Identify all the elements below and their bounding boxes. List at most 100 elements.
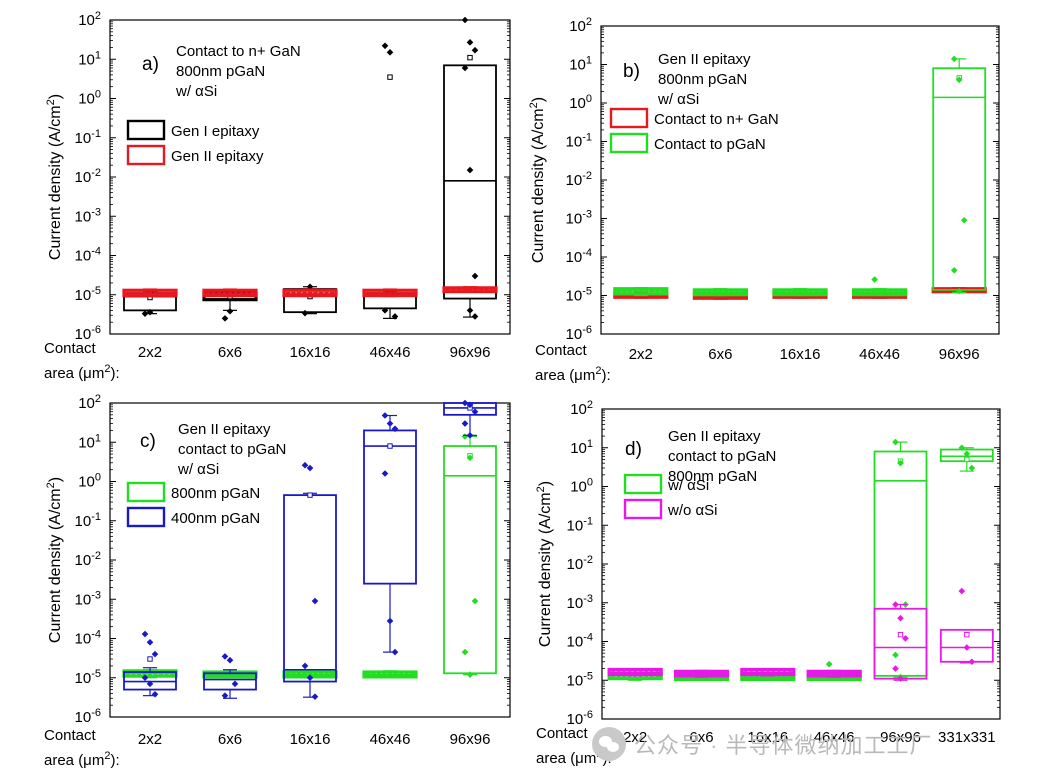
- x-tick-label: 16x16: [290, 731, 331, 748]
- x-tick-label: 2x2: [138, 344, 162, 361]
- data-point: [461, 399, 469, 407]
- y-tick-label: 10-5: [75, 668, 101, 687]
- panel-annotation-line: Gen II epitaxy: [658, 51, 751, 68]
- panel-annotation-line: w/ αSi: [175, 83, 217, 100]
- panel-annotation-line: Gen II epitaxy: [668, 428, 761, 445]
- watermark-text: 公众号 · 半导体微纳加工工厂: [634, 733, 933, 758]
- legend-swatch: [623, 473, 663, 495]
- data-point: [306, 283, 314, 291]
- box-mean-marker: [387, 74, 393, 80]
- series-contact-to-pgan: [613, 55, 987, 297]
- y-tick-label: 102: [78, 10, 101, 29]
- data-point: [311, 597, 319, 605]
- data-point: [381, 42, 389, 50]
- panel-label: c): [140, 431, 156, 452]
- y-tick-label: 10-2: [75, 550, 101, 569]
- legend-swatch: [609, 132, 649, 154]
- y-tick-label: 10-1: [567, 515, 593, 534]
- box-iqr: [363, 429, 417, 585]
- panel-label: b): [623, 61, 640, 82]
- data-point: [897, 614, 904, 622]
- x-tick-label: 6x6: [218, 344, 242, 361]
- panel-annotation-line: contact to pGaN: [668, 448, 776, 465]
- series-400nm-pgan: [123, 399, 497, 700]
- data-point: [958, 587, 966, 595]
- y-axis-label: Current density (A/cm2): [45, 94, 64, 260]
- data-point: [466, 454, 474, 462]
- data-point: [461, 648, 469, 656]
- data-point: [141, 310, 149, 317]
- y-tick-label: 101: [78, 432, 101, 451]
- box-iqr: [873, 450, 928, 677]
- data-point: [226, 307, 234, 315]
- x-tick-label: 6x6: [708, 346, 732, 363]
- data-point: [301, 309, 309, 317]
- y-tick-label: 100: [569, 93, 592, 112]
- box-iqr: [939, 628, 994, 663]
- data-point: [146, 639, 154, 646]
- x-tick-label: 96x96: [880, 729, 921, 746]
- data-point: [391, 313, 399, 320]
- panel-label: d): [625, 439, 642, 460]
- box-iqr: [443, 445, 497, 675]
- data-point: [306, 464, 314, 472]
- y-tick-label: 10-4: [75, 246, 101, 265]
- y-tick-label: 10-3: [75, 206, 101, 225]
- y-tick-label: 10-5: [566, 286, 592, 305]
- data-point: [471, 408, 479, 416]
- x-axis-label-line1: Contact: [535, 342, 588, 359]
- legend-swatch: [126, 481, 166, 503]
- data-point: [306, 674, 314, 682]
- box-mean-marker: [897, 631, 904, 638]
- y-tick-label: 10-4: [75, 629, 101, 648]
- legend-label: Gen II epitaxy: [171, 148, 264, 165]
- legend-swatch: [126, 144, 166, 166]
- y-tick-label: 102: [78, 393, 101, 412]
- data-point: [471, 313, 479, 320]
- data-point: [960, 216, 968, 224]
- data-point: [471, 272, 479, 280]
- y-axis-label: Current density (A/cm2): [45, 477, 64, 643]
- data-point: [871, 276, 878, 283]
- data-point: [466, 39, 474, 46]
- y-tick-label: 10-2: [567, 554, 593, 573]
- y-tick-label: 10-3: [566, 209, 592, 228]
- data-point: [461, 433, 469, 440]
- panel-annotation-line: 800nm pGaN: [668, 468, 757, 485]
- box-mean-marker: [387, 443, 393, 449]
- data-point: [471, 46, 479, 54]
- data-point: [955, 287, 963, 295]
- data-point: [466, 166, 474, 174]
- panel-annotation-line: w/ αSi: [657, 91, 699, 108]
- data-point: [902, 635, 909, 642]
- data-point: [231, 680, 239, 688]
- x-axis-label-line2: area (μm2):: [535, 365, 611, 384]
- y-tick-label: 10-5: [75, 285, 101, 304]
- data-point: [226, 656, 234, 664]
- legend-swatch: [609, 107, 649, 129]
- legend-label: 400nm pGaN: [171, 510, 260, 527]
- y-tick-label: 100: [570, 477, 593, 496]
- box-mean-marker: [964, 631, 970, 638]
- box-mean-marker: [467, 54, 473, 61]
- x-tick-label: 331x331: [938, 729, 996, 746]
- data-point: [897, 459, 904, 467]
- y-tick-label: 101: [570, 438, 593, 457]
- data-point: [955, 76, 963, 84]
- data-point: [892, 665, 899, 672]
- x-axis-label-line1: Contact: [44, 727, 97, 744]
- box-mean-marker: [964, 456, 970, 463]
- panel-label: a): [142, 54, 159, 75]
- data-point: [221, 315, 229, 322]
- data-point: [301, 662, 309, 670]
- series-gen-ii-epitaxy: [122, 286, 498, 298]
- chart-panel-c: 10-6 10-5 10-4 10-3 10-2 10-1 100 101 102 Current…: [44, 393, 511, 769]
- y-tick-label: 100: [78, 472, 101, 491]
- panel-annotation-line: 800nm pGaN: [176, 63, 265, 80]
- data-point: [151, 690, 159, 698]
- panel-annotation-line: contact to pGaN: [178, 441, 286, 458]
- y-tick-label: 102: [570, 399, 593, 418]
- x-tick-label: 96x96: [939, 346, 980, 363]
- x-tick-label: 16x16: [747, 729, 788, 746]
- box-iqr: [283, 494, 337, 683]
